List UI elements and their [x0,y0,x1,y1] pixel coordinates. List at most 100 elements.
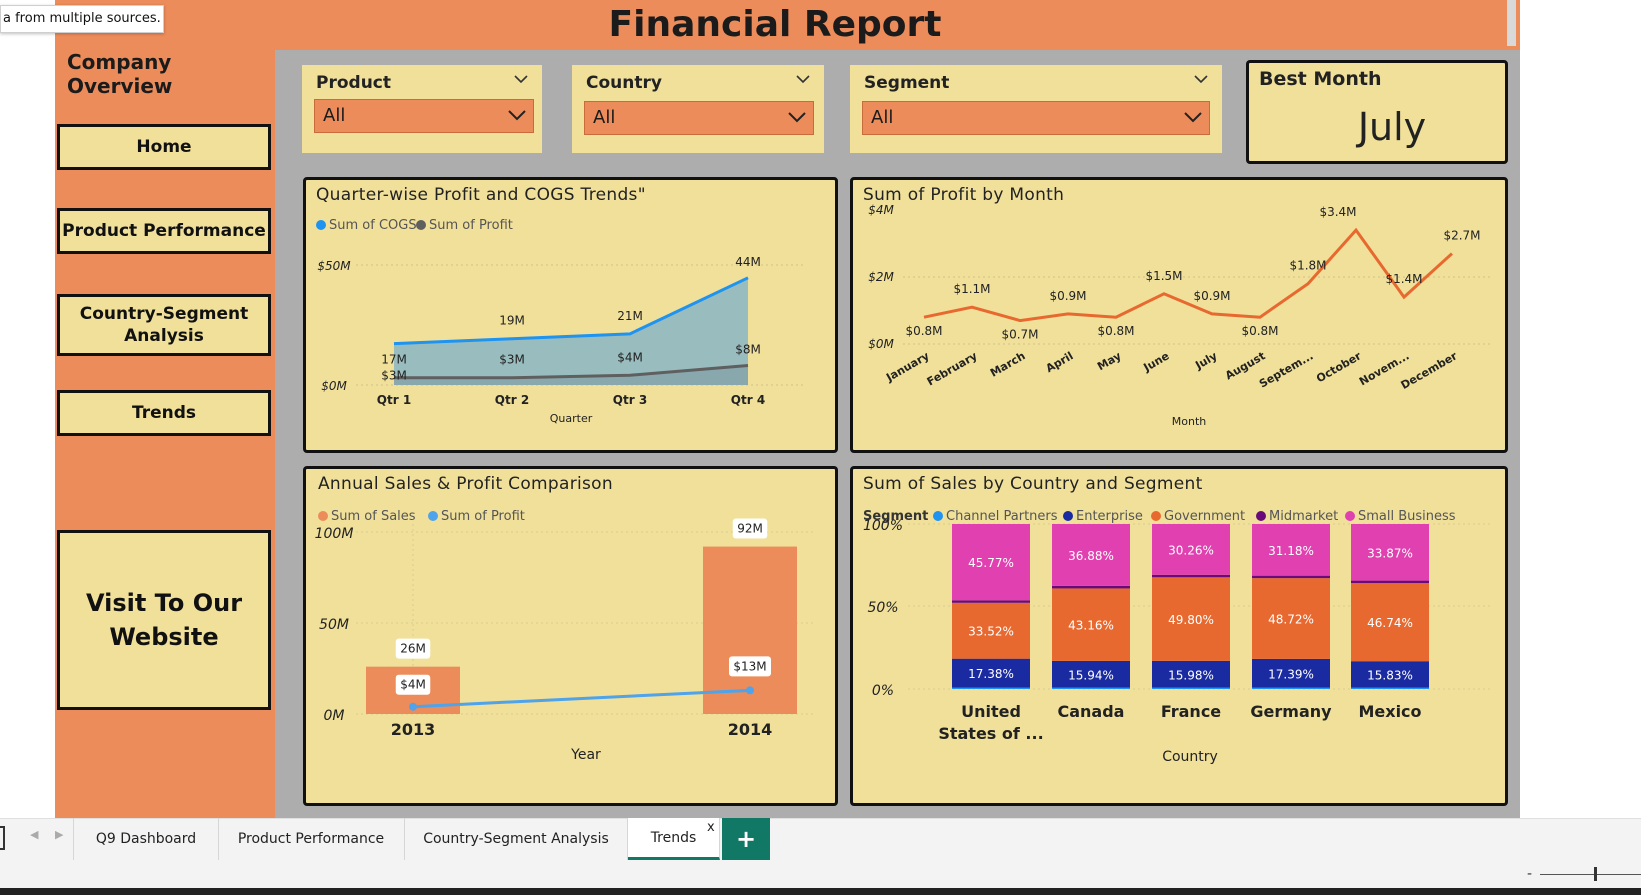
y-tick-label: 50M [319,617,349,633]
segment-bar [1152,687,1230,689]
legend-profit[interactable]: Sum of Profit [416,218,513,233]
legend-sales[interactable]: Sum of Sales [318,509,416,524]
segment-data-label: 33.87% [1367,546,1413,560]
month-data-label: $0.7M [1001,328,1038,342]
segment-data-label: 17.39% [1268,667,1314,681]
cogs-data-label: 17M [381,353,407,367]
legend-dot-icon [1256,511,1266,521]
x-tick-label: Mexico [1358,702,1421,721]
x-tick-label: Qtr 4 [731,393,765,407]
segment-data-label: 46.74% [1367,616,1413,630]
tab-scroll-left-icon[interactable]: ◀ [30,828,39,841]
chevron-down-icon [508,110,526,121]
segment-bar [1351,661,1429,688]
zoom-slider[interactable] [1540,874,1641,875]
segment-bar [1152,660,1230,688]
data-label-box [395,674,431,695]
month-data-label: $0.9M [1049,289,1086,303]
tab-q9-dashboard[interactable]: Q9 Dashboard [73,818,219,860]
legend-government[interactable]: Government [1151,509,1245,524]
segment-data-label: 49.80% [1168,613,1214,627]
header-bar [55,0,1520,50]
legend-small-business[interactable]: Small Business [1345,509,1456,524]
segment-bar [1152,577,1230,661]
y-tick-label: $50M [317,259,351,273]
x-axis-title: Country [1162,749,1218,765]
scrollbar-thumb[interactable] [1507,0,1516,46]
product-dropdown-value: All [323,105,346,126]
tooltip: a from multiple sources. [0,5,164,33]
legend-channel-partners[interactable]: Channel Partners [933,509,1058,524]
month-data-label: $1.8M [1289,259,1326,273]
tab-product-performance[interactable]: Product Performance [218,818,405,860]
segment-bar [952,687,1030,689]
segment-data-label: 31.18% [1268,544,1314,558]
zoom-slider-thumb[interactable] [1594,867,1597,881]
x-tick-label: March [988,349,1028,379]
segment-bar [952,600,1030,603]
chevron-down-icon[interactable] [1192,73,1210,85]
chevron-down-icon [788,112,806,123]
country-dropdown[interactable]: All [584,101,814,135]
add-tab-button[interactable]: + [722,818,770,860]
nav-home-button[interactable]: Home [57,124,271,170]
profit-point [746,686,754,695]
segment-data-label: 43.16% [1068,619,1114,633]
tab-trends-label: Trends [650,829,697,846]
y-tick-label: $2M [868,270,894,284]
country-filter: Country All [572,65,824,153]
sheet-tab-bar [0,818,1641,861]
nav-trends-button[interactable]: Trends [57,390,271,436]
month-data-label: $0.9M [1193,289,1230,303]
country-filter-label: Country [586,73,662,93]
legend-cogs[interactable]: Sum of COGS [316,218,417,233]
chevron-down-icon[interactable] [794,73,812,85]
segment-bar [1052,660,1130,688]
month-chart-plot: $4M $2M $0M $0.8M $1.1M $0.7M $0.9M $0.8M $1.5M $… [868,203,1493,428]
tab-close-icon[interactable]: x [707,820,715,835]
segment-bar [1052,585,1130,589]
segment-bar [1351,583,1429,662]
segment-bar [1052,687,1130,689]
segment-bar [1252,578,1330,659]
segment-data-label: 17.38% [968,667,1014,681]
segment-dropdown[interactable]: All [862,101,1210,135]
y-tick-label: $0M [868,337,894,351]
legend-annual-profit[interactable]: Sum of Profit [428,509,525,524]
page-title: Financial Report [608,4,942,45]
visit-website-button[interactable]: Visit To Our Website [57,530,271,710]
product-dropdown[interactable]: All [314,99,534,133]
x-tick-label: Qtr 1 [377,393,411,407]
zoom-out-icon[interactable]: - [1527,866,1533,882]
x-tick-label: June [1141,349,1172,374]
product-filter-label: Product [316,73,391,93]
nav-country-segment-button[interactable]: Country-Segment Analysis [57,294,271,356]
profit-area [394,365,748,385]
y-tick-label: 50% [867,600,898,616]
segment-bar [1351,580,1429,584]
profit-data-label: $4M [617,350,643,364]
chevron-down-icon[interactable] [512,73,530,85]
nav-product-performance-button[interactable]: Product Performance [57,208,271,254]
tab-country-segment-analysis[interactable]: Country-Segment Analysis [405,818,628,860]
segment-data-label: 48.72% [1268,613,1314,627]
x-tick-label: Canada [1058,702,1125,721]
legend-enterprise[interactable]: Enterprise [1063,509,1143,524]
tab-trends[interactable]: Trends [628,818,720,860]
cogs-data-label: 19M [499,314,525,328]
legend-dot-icon [318,511,328,521]
segment-bar [1252,524,1330,576]
tab-scroll-right-icon[interactable]: ▶ [55,828,64,841]
status-bar [0,860,1641,888]
x-tick-label: States of ... [938,724,1043,743]
x-tick-label: January [883,349,931,384]
quarter-trend-panel: Quarter-wise Profit and COGS Trends" Sum… [303,177,838,453]
cogs-data-label: 44M [735,255,761,269]
legend-midmarket[interactable]: Midmarket [1256,509,1338,524]
month-data-label: $0.8M [905,324,942,338]
month-data-label: $3.4M [1319,205,1356,219]
data-label-box [732,518,768,539]
x-tick-label: France [1161,702,1221,721]
best-month-label: Best Month [1259,68,1382,90]
x-tick-label: May [1095,349,1123,373]
